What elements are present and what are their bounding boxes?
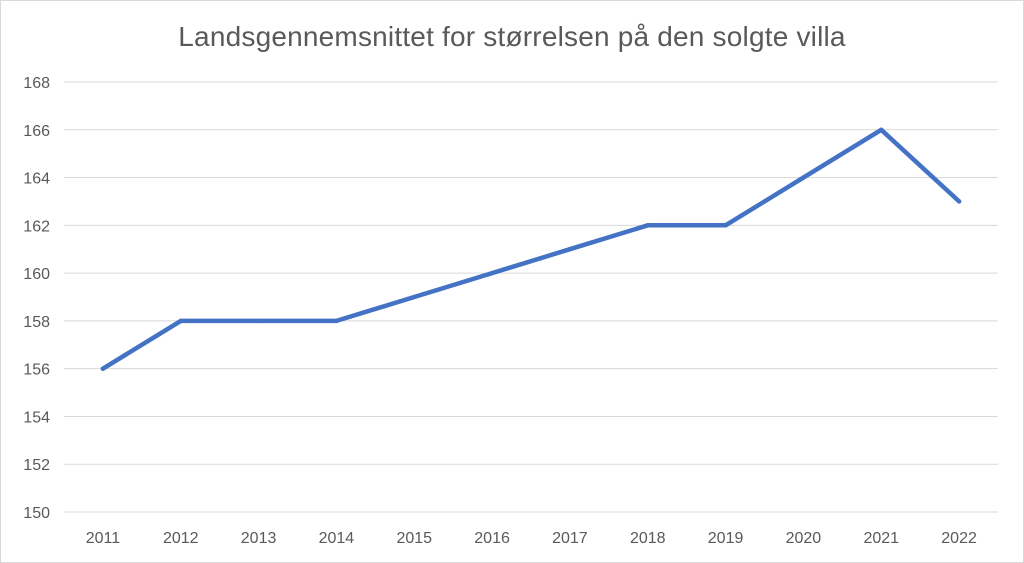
x-axis-ticks: 2011 2012 2013 2014 2015 2016 2017 2018 2019 2020… (86, 530, 977, 547)
data-point-2013 (256, 318, 261, 324)
data-point-2011 (100, 366, 106, 371)
x-tick-label: 2021 (863, 530, 899, 547)
y-tick-label: 152 (23, 457, 50, 474)
x-tick-label: 2019 (708, 530, 744, 547)
y-tick-label: 168 (23, 75, 50, 92)
x-tick-label: 2016 (474, 530, 510, 547)
x-tick-label: 2013 (241, 530, 277, 547)
data-point-2015 (412, 294, 417, 300)
x-tick-label: 2018 (630, 530, 666, 547)
y-tick-label: 166 (23, 123, 50, 140)
data-point-2014 (334, 318, 339, 324)
y-tick-label: 150 (23, 505, 50, 522)
x-tick-label: 2020 (786, 530, 822, 547)
x-tick-label: 2017 (552, 530, 588, 547)
y-tick-label: 160 (23, 266, 50, 283)
x-tick-label: 2012 (163, 530, 199, 547)
gridlines (64, 81, 998, 513)
x-tick-label: 2014 (319, 530, 355, 547)
data-point-2020 (801, 175, 806, 180)
data-point-2016 (489, 270, 495, 276)
series-group (100, 127, 962, 371)
y-axis-ticks: 150 152 154 156 158 160 162 164 166 168 (23, 75, 50, 522)
data-point-2019 (723, 223, 728, 228)
data-point-2012 (178, 318, 183, 324)
y-tick-label: 154 (23, 409, 50, 426)
data-point-2021 (879, 127, 884, 132)
series-line-0 (100, 127, 962, 371)
x-tick-label: 2011 (86, 530, 121, 547)
data-point-2017 (567, 247, 573, 252)
y-tick-label: 162 (23, 218, 50, 235)
y-tick-label: 164 (23, 171, 50, 188)
x-tick-label: 2022 (941, 530, 977, 547)
x-tick-label: 2015 (396, 530, 432, 547)
y-tick-label: 156 (23, 362, 50, 379)
data-point-2022 (956, 199, 962, 204)
y-tick-label: 158 (23, 314, 50, 331)
data-point-2018 (645, 223, 650, 228)
chart-title: Landsgennemsnittet for størrelsen på den… (178, 21, 846, 52)
